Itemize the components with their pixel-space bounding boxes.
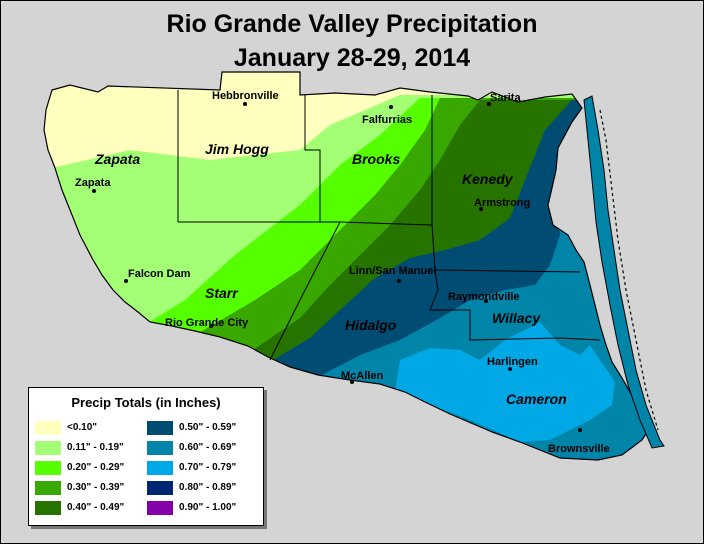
city-label-rio-grande-city: Rio Grande City (165, 317, 249, 329)
county-label-brooks: Brooks (352, 151, 400, 167)
county-label-cameron: Cameron (506, 391, 567, 407)
legend-swatch (147, 441, 173, 455)
legend-label: 0.40" - 0.49" (67, 502, 125, 513)
city-label-brownsville: Brownsville (548, 443, 610, 455)
city-label-falfurrias: Falfurrias (362, 114, 412, 126)
city-dot-hebbronville (243, 102, 247, 106)
county-label-hidalgo: Hidalgo (345, 317, 397, 333)
city-dot-falcon-dam (124, 279, 128, 283)
map-subtitle-date: January 28-29, 2014 (233, 44, 471, 72)
city-dot-falfurrias (389, 105, 393, 109)
city-dot-mcallen (350, 380, 354, 384)
legend-label: 0.70" - 0.79" (179, 462, 237, 473)
legend-swatch (35, 461, 61, 475)
legend-swatch (147, 461, 173, 475)
legend-swatch (35, 441, 61, 455)
barrier-island (583, 95, 665, 449)
city-label-harlingen: Harlingen (487, 356, 538, 368)
city-dot-armstrong (479, 207, 483, 211)
legend-label: 0.60" - 0.69" (179, 442, 237, 453)
city-label-raymondville: Raymondville (448, 291, 520, 303)
legend-swatch (35, 501, 61, 515)
county-label-kenedy: Kenedy (462, 171, 514, 187)
legend: Precip Totals (in Inches) <0.10" 0.11" -… (28, 387, 264, 526)
city-dots (92, 102, 582, 432)
city-label-mcallen: McAllen (341, 370, 383, 382)
legend-swatch (147, 501, 173, 515)
legend-swatch (147, 481, 173, 495)
city-dot-rio-grande-city (209, 324, 213, 328)
legend-label: 0.20" - 0.29" (67, 462, 125, 473)
legend-title: Precip Totals (in Inches) (71, 395, 221, 410)
city-label-linn-san-manuel: Linn/San Manuel (349, 265, 436, 277)
county-label-starr: Starr (205, 285, 239, 301)
legend-swatch (35, 421, 61, 435)
county-label-zapata: Zapata (94, 151, 140, 167)
county-label-willacy: Willacy (492, 310, 541, 326)
legend-swatch (147, 421, 173, 435)
city-label-zapata: Zapata (75, 177, 111, 189)
city-dot-raymondville (484, 299, 488, 303)
city-dot-sarita (487, 102, 491, 106)
city-dot-harlingen (508, 367, 512, 371)
county-boundaries (177, 90, 601, 361)
legend-label: 0.80" - 0.89" (179, 482, 237, 493)
legend-label: 0.90" - 1.00" (179, 502, 237, 513)
legend-label: 0.11" - 0.19" (67, 442, 124, 453)
legend-label: <0.10" (67, 422, 98, 433)
city-dot-brownsville (578, 428, 582, 432)
city-label-armstrong: Armstrong (474, 197, 530, 209)
city-label-hebbronville: Hebbronville (212, 90, 279, 102)
city-label-falcon-dam: Falcon Dam (128, 268, 191, 280)
city-dot-linn-san-manuel (397, 279, 401, 283)
map-title: Rio Grande Valley Precipitation (166, 10, 538, 38)
legend-label: 0.30" - 0.39" (67, 482, 125, 493)
city-dot-zapata (92, 189, 96, 193)
legend-swatch (35, 481, 61, 495)
county-label-jim-hogg: Jim Hogg (205, 141, 269, 157)
city-label-sarita: Sarita (490, 92, 521, 104)
legend-label: 0.50" - 0.59" (179, 422, 237, 433)
